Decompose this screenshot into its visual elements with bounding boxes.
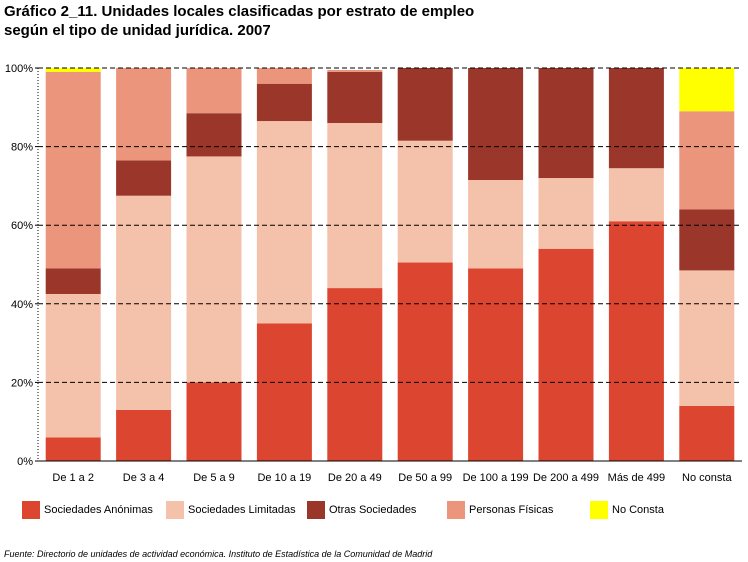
y-tick-label: 0% xyxy=(17,456,33,468)
bar-segment xyxy=(327,288,383,461)
bar-segment xyxy=(256,68,312,84)
x-tick-label: Más de 499 xyxy=(608,472,665,484)
bar-segment xyxy=(608,168,664,222)
bar-segment xyxy=(538,68,594,179)
stacked-bar-chart: 0% 20% 40% 60% 80% 100% De 1 a 2 De 3 a 4 De 5 a… xyxy=(5,63,742,484)
bar-segment xyxy=(679,270,735,406)
chart-title-line-2: según el tipo de unidad jurídica. 2007 xyxy=(4,22,271,39)
y-tick-label: 40% xyxy=(11,299,33,311)
bar-segment xyxy=(186,382,242,461)
y-tick-label: 100% xyxy=(5,63,33,75)
bar-segment xyxy=(186,156,242,383)
bar-segment xyxy=(45,293,101,438)
bar-segment xyxy=(256,121,312,324)
bar-segment xyxy=(679,68,735,112)
y-tick-label: 20% xyxy=(11,377,33,389)
bar-segment xyxy=(679,405,735,461)
source-note: Fuente: Directorio de unidades de activi… xyxy=(4,549,433,559)
bar-segment xyxy=(116,195,172,410)
bar-segment xyxy=(186,68,242,114)
legend-item: No Consta xyxy=(590,500,664,520)
bar-segment xyxy=(608,221,664,461)
legend-swatch xyxy=(166,501,184,519)
bar-segment xyxy=(679,111,735,210)
axis-layer: 0% 20% 40% 60% 80% 100% De 1 a 2 De 3 a 4 De 5 a… xyxy=(5,63,742,484)
x-tick-label: De 100 a 199 xyxy=(463,472,529,484)
x-tick-label: De 50 a 99 xyxy=(398,472,452,484)
x-tick-label: De 1 a 2 xyxy=(52,472,94,484)
bar-segment xyxy=(468,268,524,461)
legend-label: Sociedades Anónimas xyxy=(44,504,153,516)
bar-segment xyxy=(45,68,101,72)
bar-segment xyxy=(45,268,101,294)
bar-segment xyxy=(45,71,101,269)
chart-legend: Sociedades Anónimas Sociedades Limitadas O… xyxy=(0,500,748,524)
bar-segment xyxy=(397,262,453,461)
bar-segment xyxy=(538,248,594,461)
bar-segment xyxy=(45,437,101,461)
legend-item: Sociedades Limitadas xyxy=(166,500,296,520)
bar-segment xyxy=(116,68,172,161)
y-tick-label: 60% xyxy=(11,220,33,232)
legend-label: Otras Sociedades xyxy=(329,504,417,516)
chart-title: Gráfico 2_11. Unidades locales clasifica… xyxy=(4,2,704,40)
x-tick-label: De 10 a 19 xyxy=(257,472,311,484)
legend-swatch xyxy=(590,501,608,519)
x-tick-label: No consta xyxy=(682,472,732,484)
bar-segment xyxy=(397,68,453,141)
legend-label: Sociedades Limitadas xyxy=(188,504,296,516)
legend-item: Personas Físicas xyxy=(447,500,553,520)
legend-swatch xyxy=(307,501,325,519)
bar-segment xyxy=(116,409,172,461)
bar-segment xyxy=(116,160,172,196)
x-tick-label: De 200 a 499 xyxy=(533,472,599,484)
x-tick-label: De 3 a 4 xyxy=(123,472,165,484)
x-tick-label: De 5 a 9 xyxy=(193,472,235,484)
bar-segment xyxy=(468,180,524,269)
legend-item: Sociedades Anónimas xyxy=(22,500,153,520)
bar-segment xyxy=(679,209,735,271)
legend-label: No Consta xyxy=(612,504,664,516)
bar-segment xyxy=(256,323,312,461)
bars-layer xyxy=(45,68,735,461)
legend-swatch xyxy=(447,501,465,519)
legend-label: Personas Físicas xyxy=(469,504,554,516)
bar-segment xyxy=(468,68,524,181)
x-tick-label: De 20 a 49 xyxy=(328,472,382,484)
y-tick-label: 80% xyxy=(11,142,33,154)
bar-segment xyxy=(256,83,312,122)
legend-item: Otras Sociedades xyxy=(307,500,416,520)
bar-segment xyxy=(608,68,664,169)
bar-segment xyxy=(327,123,383,289)
bar-segment xyxy=(186,113,242,157)
bar-segment xyxy=(327,71,383,124)
bar-segment xyxy=(538,178,594,249)
legend-swatch xyxy=(22,501,40,519)
chart-title-line-1: Gráfico 2_11. Unidades locales clasifica… xyxy=(4,3,475,20)
bar-segment xyxy=(327,69,383,72)
bar-segment xyxy=(397,140,453,263)
